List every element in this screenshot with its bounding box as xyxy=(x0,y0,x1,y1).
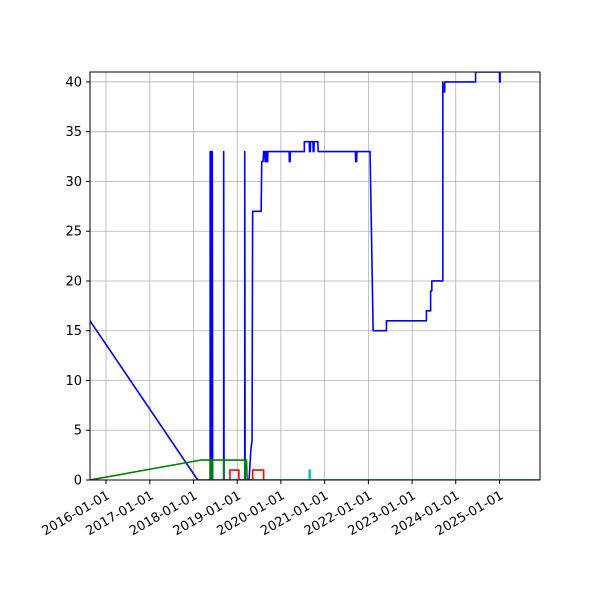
plot-frame xyxy=(89,71,541,481)
series-line-2 xyxy=(90,459,540,480)
series-line-1 xyxy=(90,72,501,480)
y-tick-label: 40 xyxy=(65,75,82,90)
y-tick-label: 30 xyxy=(65,175,82,190)
y-tick-label: 5 xyxy=(74,424,82,439)
y-tick-label: 10 xyxy=(65,374,82,389)
y-tick-label: 20 xyxy=(65,274,82,289)
plot-series xyxy=(90,72,540,480)
y-tick-label: 15 xyxy=(65,324,82,339)
axes xyxy=(86,71,541,484)
series-line-3 xyxy=(229,469,265,480)
y-tick-label: 0 xyxy=(74,474,82,489)
series-line-4 xyxy=(263,469,540,480)
y-tick-label: 25 xyxy=(65,225,82,240)
y-tick-label: 35 xyxy=(65,125,82,140)
